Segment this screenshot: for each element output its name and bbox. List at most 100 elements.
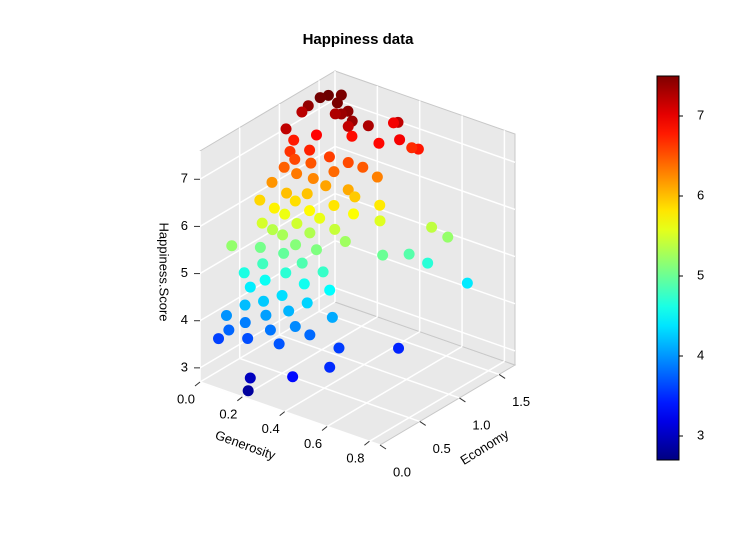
data-point [254,194,266,206]
colorbar [656,75,680,461]
data-point [320,180,332,192]
data-point [442,231,454,243]
grid-line [318,310,500,376]
data-point [426,221,438,233]
grid-line [199,301,336,383]
z-tick-label: 6 [181,218,188,233]
data-point [326,311,338,323]
data-point [323,151,335,163]
x-tick-label: 0.6 [304,436,322,451]
chart-title: Happiness data [303,31,415,48]
data-point [304,227,316,239]
data-point [335,89,347,101]
z-tick-label: 3 [181,359,188,374]
data-point [346,130,358,142]
data-point [244,372,256,384]
grid-line [334,145,516,211]
x-tick [237,396,243,402]
grid-line [199,98,336,180]
grid-line [334,192,516,258]
grid-line [334,287,516,352]
data-point [267,224,279,236]
data-point [324,284,336,296]
data-point [289,195,301,207]
z-tick-label: 5 [181,265,188,280]
y-tick-label: 1.0 [472,417,490,432]
data-point [242,332,254,344]
data-point [329,108,341,120]
x-tick [321,426,328,431]
x-tick-label: 0.0 [177,391,195,406]
data-point [328,166,340,178]
grid-line [241,316,378,398]
z-tick-label: 7 [181,171,188,186]
data-point [276,290,288,302]
x-tick-label: 0.2 [219,406,237,421]
y-tick [379,444,387,450]
data-point [371,171,383,183]
data-point [284,145,296,157]
data-point [254,241,266,253]
z-tick-label: 4 [181,312,188,327]
colorbar-tick-label: 6 [697,187,704,202]
data-point [310,129,322,141]
data-point [403,248,415,260]
data-point [289,153,301,165]
y-tick [419,421,426,426]
data-point [362,120,374,132]
data-point [288,134,300,146]
data-point [280,123,292,135]
data-point [422,257,434,269]
data-point [348,208,360,220]
data-point [342,184,354,196]
data-point [277,229,289,241]
colorbar-tick-label: 7 [697,107,704,122]
colorbar-tick-label: 5 [697,267,704,282]
data-point [296,257,308,269]
data-point [301,297,313,309]
data-point [461,277,473,289]
data-point [324,361,336,373]
x-tick-label: 0.8 [346,451,364,466]
data-point [257,258,269,270]
data-point [242,385,254,397]
grid-line [334,98,516,163]
data-point [266,176,278,188]
data-point [374,215,386,227]
data-point [296,106,308,118]
grid-line [279,334,460,399]
data-point [357,161,369,173]
colorbar-tick-label: 4 [697,347,704,362]
data-point [333,342,345,354]
data-point [304,329,316,341]
data-point [281,187,293,199]
data-point [298,278,310,290]
data-point [239,317,251,329]
data-point [406,142,418,154]
data-point [238,267,250,279]
data-point [291,217,303,229]
y-tick [459,397,466,403]
data-point [342,157,354,169]
y-tick-label: 1.5 [512,394,530,409]
data-point [377,249,389,261]
data-point [304,144,316,156]
z-axis-label: Happiness.Score [157,223,172,322]
data-point [301,188,313,200]
data-point [220,309,232,321]
x-tick [279,411,286,417]
data-point [328,199,340,211]
grid-line [334,240,516,305]
data-point [374,199,386,211]
data-point [314,92,326,104]
y-tick [498,373,506,379]
data-point [264,324,276,336]
data-point [213,333,225,345]
data-point [239,299,251,311]
y-tick-label: 0.5 [433,441,451,456]
data-point [305,157,317,169]
x-tick [194,381,201,387]
grid-line [239,357,420,423]
x-tick-label: 0.4 [262,421,280,436]
